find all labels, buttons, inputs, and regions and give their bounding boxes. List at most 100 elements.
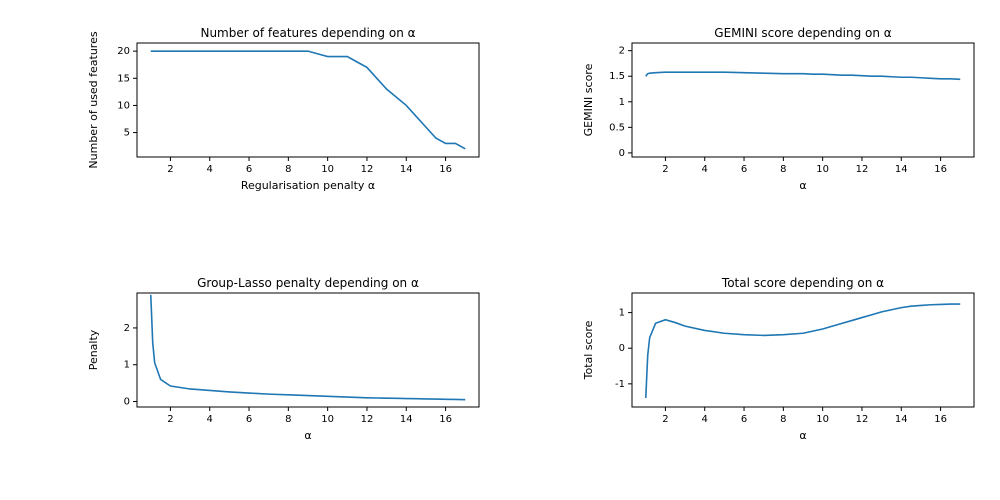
svg-text:12: 12: [361, 164, 374, 175]
figure-grid: Number of features depending on α2468101…: [0, 0, 1000, 500]
svg-text:16: 16: [439, 414, 452, 425]
series-line: [151, 51, 465, 149]
svg-text:0: 0: [124, 396, 130, 407]
plot-border: [137, 43, 479, 157]
y-tick: 1.5: [609, 71, 632, 82]
y-tick: 0.5: [609, 122, 632, 133]
x-tick: 10: [321, 157, 334, 175]
svg-text:16: 16: [934, 414, 947, 425]
y-axis-label: Number of used features: [87, 31, 100, 168]
y-tick: -1: [615, 379, 632, 390]
svg-text:12: 12: [856, 164, 869, 175]
chart-title: GEMINI score depending on α: [714, 26, 892, 40]
svg-text:1: 1: [619, 308, 625, 319]
y-tick: 15: [117, 73, 137, 84]
x-tick: 16: [439, 157, 452, 175]
svg-text:4: 4: [702, 414, 708, 425]
x-tick: 2: [167, 407, 173, 425]
svg-text:12: 12: [361, 414, 374, 425]
y-tick: 0: [619, 343, 632, 354]
svg-text:14: 14: [895, 164, 908, 175]
svg-text:0: 0: [619, 148, 625, 159]
x-tick: 16: [934, 157, 947, 175]
svg-text:8: 8: [780, 414, 786, 425]
svg-text:2: 2: [167, 414, 173, 425]
x-tick: 10: [816, 407, 829, 425]
x-tick: 14: [400, 157, 413, 175]
x-tick: 16: [439, 407, 452, 425]
x-tick: 10: [321, 407, 334, 425]
svg-text:14: 14: [895, 414, 908, 425]
x-tick: 4: [702, 157, 708, 175]
chart-total-vs-alpha: Total score depending on α246810121416-1…: [580, 275, 980, 445]
y-axis-label: Total score: [582, 320, 595, 380]
x-tick: 14: [895, 157, 908, 175]
x-tick: 12: [361, 157, 374, 175]
x-tick: 4: [207, 407, 213, 425]
x-tick: 16: [934, 407, 947, 425]
x-tick: 8: [285, 407, 291, 425]
svg-text:10: 10: [321, 164, 334, 175]
x-tick: 4: [702, 407, 708, 425]
series-line: [151, 295, 465, 400]
x-tick: 8: [780, 407, 786, 425]
svg-text:6: 6: [246, 164, 252, 175]
x-tick: 8: [285, 157, 291, 175]
svg-text:0.5: 0.5: [609, 122, 625, 133]
svg-text:-1: -1: [615, 379, 625, 390]
y-tick: 5: [124, 128, 137, 139]
chart-penalty-vs-alpha: Group-Lasso penalty depending on α246810…: [85, 275, 485, 445]
x-axis-label: α: [799, 429, 806, 442]
y-tick: 20: [117, 46, 137, 57]
chart-title: Total score depending on α: [721, 276, 884, 290]
x-tick: 12: [856, 407, 869, 425]
x-tick: 8: [780, 157, 786, 175]
y-tick: 0: [124, 396, 137, 407]
x-tick: 14: [400, 407, 413, 425]
svg-text:5: 5: [124, 128, 130, 139]
svg-text:16: 16: [934, 164, 947, 175]
x-tick: 2: [662, 407, 668, 425]
svg-text:2: 2: [619, 46, 625, 57]
x-tick: 2: [662, 157, 668, 175]
svg-text:4: 4: [207, 414, 213, 425]
svg-text:20: 20: [117, 46, 130, 57]
series-line: [646, 304, 960, 398]
chart-title: Number of features depending on α: [200, 26, 415, 40]
svg-text:6: 6: [741, 414, 747, 425]
x-tick: 12: [361, 407, 374, 425]
svg-text:14: 14: [400, 414, 413, 425]
x-tick: 10: [816, 157, 829, 175]
svg-text:1: 1: [619, 97, 625, 108]
x-axis-label: Regularisation penalty α: [241, 179, 375, 192]
series-line: [646, 72, 960, 79]
y-tick: 1: [619, 308, 632, 319]
svg-text:12: 12: [856, 414, 869, 425]
svg-text:16: 16: [439, 164, 452, 175]
x-tick: 6: [246, 157, 252, 175]
svg-text:2: 2: [124, 323, 130, 334]
plot-border: [632, 43, 974, 157]
y-tick: 1: [619, 97, 632, 108]
svg-text:10: 10: [816, 164, 829, 175]
svg-text:8: 8: [285, 414, 291, 425]
svg-text:0: 0: [619, 343, 625, 354]
plot-border: [137, 293, 479, 407]
x-tick: 14: [895, 407, 908, 425]
svg-text:10: 10: [117, 100, 130, 111]
svg-text:10: 10: [321, 414, 334, 425]
y-tick: 2: [619, 46, 632, 57]
svg-text:10: 10: [816, 414, 829, 425]
svg-text:14: 14: [400, 164, 413, 175]
y-tick: 1: [124, 360, 137, 371]
plot-border: [632, 293, 974, 407]
chart-gemini-vs-alpha: GEMINI score depending on α2468101214160…: [580, 25, 980, 195]
y-axis-label: Penalty: [87, 329, 100, 370]
svg-text:2: 2: [662, 164, 668, 175]
y-tick: 0: [619, 148, 632, 159]
chart-features-vs-alpha: Number of features depending on α2468101…: [85, 25, 485, 195]
svg-text:8: 8: [285, 164, 291, 175]
y-axis-label: GEMINI score: [582, 63, 595, 136]
svg-text:4: 4: [702, 164, 708, 175]
svg-text:6: 6: [741, 164, 747, 175]
